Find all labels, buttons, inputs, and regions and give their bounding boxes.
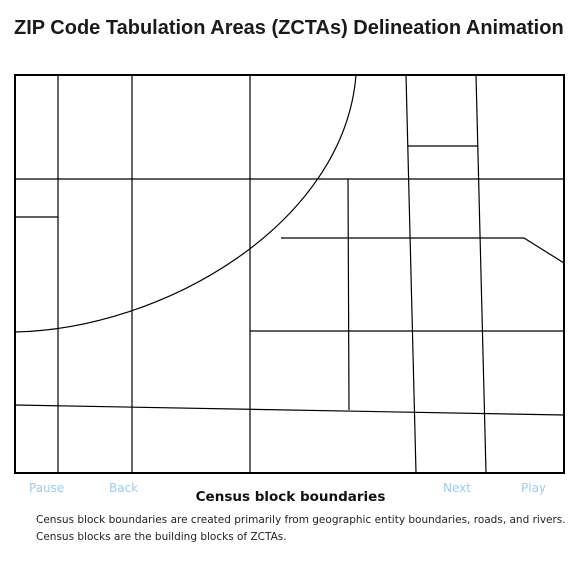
boundary-line [475,74,487,474]
caption-heading: Census block boundaries [195,489,386,505]
back-button[interactable]: Back [109,481,139,495]
census-block-diagram [14,74,565,474]
pause-button[interactable]: Pause [29,481,65,495]
boundary-line [347,178,350,411]
caption-line: Census blocks are the building blocks of… [36,531,287,543]
next-button[interactable]: Next [443,481,471,495]
census-block-map [14,74,565,474]
river-boundary [14,74,357,333]
boundary-line [405,74,417,474]
caption-line: Census block boundaries are created prim… [36,514,566,526]
play-button[interactable]: Play [521,481,547,495]
page-title: ZIP Code Tabulation Areas (ZCTAs) Deline… [14,17,564,39]
caption-text: Census block boundaries are created prim… [36,512,576,546]
boundary-line [14,404,565,416]
boundary-line [281,237,565,264]
block-boundaries [14,74,565,474]
